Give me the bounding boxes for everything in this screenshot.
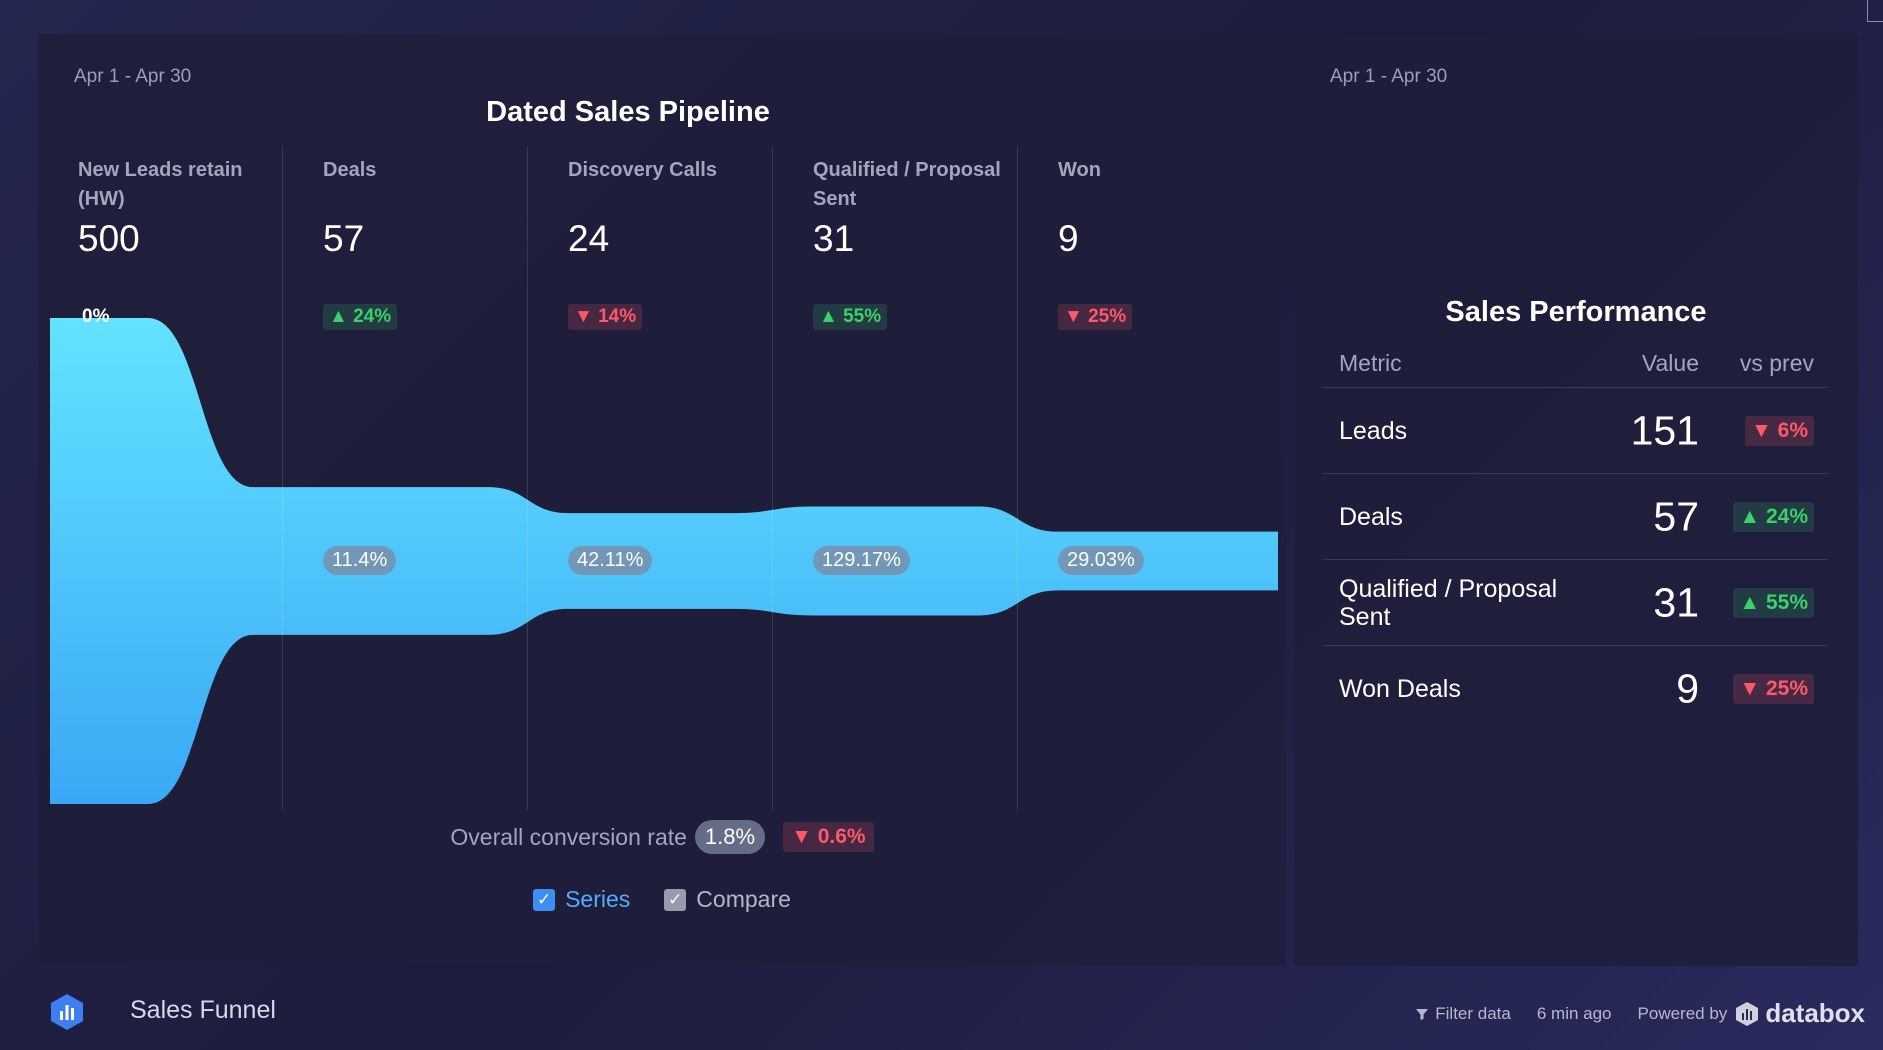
stage-value: 9 <box>1058 218 1079 259</box>
row-metric: Leads <box>1339 416 1408 445</box>
stage-divider <box>1017 146 1018 810</box>
conversion-rate-pill: 29.03% <box>1058 546 1144 575</box>
overall-change: ▼ 0.6% <box>783 822 874 852</box>
funnel-stage: New Leads retain (HW) 500 0% <box>38 146 283 810</box>
panel-title: Sales Performance <box>1445 296 1707 328</box>
legend-compare-label: Compare <box>696 886 791 912</box>
stage-change: ▲ 24% <box>323 304 398 330</box>
stage-value: 57 <box>323 218 365 259</box>
brand-logo: databox <box>1735 998 1865 1029</box>
stage-divider <box>282 146 283 810</box>
powered-label: Powered by <box>1637 1003 1728 1023</box>
filter-label: Filter data <box>1435 1003 1511 1023</box>
stage-change: ▲ 55% <box>813 304 888 330</box>
row-change: ▲ 55% <box>1733 587 1814 618</box>
stage-label: Discovery Calls <box>568 159 717 181</box>
expand-icon[interactable] <box>1867 0 1883 22</box>
stage-label: Deals <box>323 159 377 181</box>
legend-series-label: Series <box>565 886 631 912</box>
stage-label: New Leads retain (HW) <box>78 159 243 210</box>
stage-divider <box>772 146 773 810</box>
row-value: 151 <box>1630 407 1699 453</box>
filter-data-button[interactable]: Filter data <box>1415 1004 1511 1024</box>
funnel-stage: Won 9 ▼ 25% <box>1018 146 1263 810</box>
funnel-flow <box>50 318 1278 804</box>
date-range: Apr 1 - Apr 30 <box>74 66 192 87</box>
stage-value: 500 <box>78 218 140 259</box>
dashboard-logo-icon <box>51 994 83 1030</box>
row-metric: Deals <box>1339 502 1403 531</box>
performance-panel: Apr 1 - Apr 30 Sales Performance Metric … <box>1294 34 1858 966</box>
stage-value: 24 <box>568 218 610 259</box>
overall-conversion: Overall conversion rate 1.8% ▼ 0.6% <box>38 820 1286 854</box>
stage-value: 31 <box>813 218 855 259</box>
header-value: Value <box>1641 350 1699 376</box>
stage-label: Qualified / Proposal Sent <box>813 159 1001 210</box>
funnel-panel: Apr 1 - Apr 30 Dated Sales Pipeline New … <box>38 34 1286 966</box>
stage-label: Won <box>1058 159 1101 181</box>
row-value: 31 <box>1653 579 1699 625</box>
stage-change: ▼ 14% <box>568 304 643 330</box>
funnel-stage: Discovery Calls 24 ▼ 14% <box>528 146 773 810</box>
brand-name: databox <box>1765 998 1865 1028</box>
row-metric: Qualified / Proposal Sent <box>1339 574 1558 631</box>
funnel-chart <box>50 318 1278 804</box>
powered-by[interactable]: Powered by databox <box>1638 998 1865 1029</box>
dashboard-title: Sales Funnel <box>130 996 276 1024</box>
header-prev: vs prev <box>1739 350 1814 376</box>
row-value: 57 <box>1653 493 1699 539</box>
stage-change: ▼ 25% <box>1058 304 1133 330</box>
checkbox-icon[interactable]: ✓ <box>533 888 556 911</box>
databox-logo-icon <box>1736 1001 1759 1026</box>
filter-icon <box>1416 1008 1429 1020</box>
overall-label: Overall conversion rate <box>450 823 687 850</box>
legend-compare[interactable]: ✓ Compare <box>664 886 791 913</box>
row-change: ▲ 24% <box>1733 501 1814 532</box>
table-header: Metric Value vs prev <box>1323 334 1828 388</box>
table-row: Won Deals 9 ▼ 25% <box>1323 646 1828 732</box>
conversion-rate-pill: 11.4% <box>323 546 397 575</box>
updated-time: 6 min ago <box>1536 1003 1612 1023</box>
panel-title: Dated Sales Pipeline <box>486 96 770 128</box>
legend-series[interactable]: ✓ Series <box>533 886 630 913</box>
footer-meta: Filter data 6 min ago Powered by databox <box>1415 998 1865 1029</box>
date-range: Apr 1 - Apr 30 <box>1330 66 1448 87</box>
conversion-rate-pill: 42.11% <box>568 546 653 575</box>
chart-legend: ✓ Series ✓ Compare <box>38 886 1286 913</box>
conversion-rate-pill: 129.17% <box>813 546 910 575</box>
funnel-stage: Qualified / Proposal Sent 31 ▲ 55% <box>773 146 1018 810</box>
stage-divider <box>527 146 528 810</box>
table-row: Leads 151 ▼ 6% <box>1323 388 1828 474</box>
checkbox-icon[interactable]: ✓ <box>664 888 687 911</box>
row-metric: Won Deals <box>1339 675 1461 703</box>
row-value: 9 <box>1676 665 1699 712</box>
overall-rate: 1.8% <box>694 820 766 854</box>
stage-change: 0% <box>82 306 110 327</box>
footer: Sales Funnel Filter data 6 min ago Power… <box>0 976 1883 1050</box>
header-metric: Metric <box>1339 350 1402 376</box>
table-row: Qualified / Proposal Sent 31 ▲ 55% <box>1323 560 1828 646</box>
row-change: ▼ 6% <box>1745 415 1814 446</box>
row-change: ▼ 25% <box>1733 674 1814 704</box>
table-row: Deals 57 ▲ 24% <box>1323 474 1828 560</box>
funnel-stage: Deals 57 ▲ 24% <box>283 146 528 810</box>
